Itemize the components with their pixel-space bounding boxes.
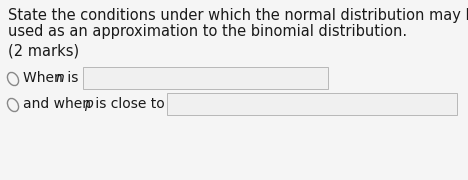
- FancyBboxPatch shape: [167, 93, 457, 115]
- Text: When: When: [23, 71, 67, 85]
- Text: p: p: [84, 97, 93, 111]
- Text: (2 marks): (2 marks): [8, 43, 79, 58]
- FancyBboxPatch shape: [83, 67, 328, 89]
- Text: and when: and when: [23, 97, 95, 111]
- Text: is: is: [63, 71, 78, 85]
- Text: used as an approximation to the binomial distribution.: used as an approximation to the binomial…: [8, 24, 407, 39]
- Text: State the conditions under which the normal distribution may be: State the conditions under which the nor…: [8, 8, 468, 23]
- Text: n: n: [56, 71, 65, 85]
- Text: is close to: is close to: [91, 97, 165, 111]
